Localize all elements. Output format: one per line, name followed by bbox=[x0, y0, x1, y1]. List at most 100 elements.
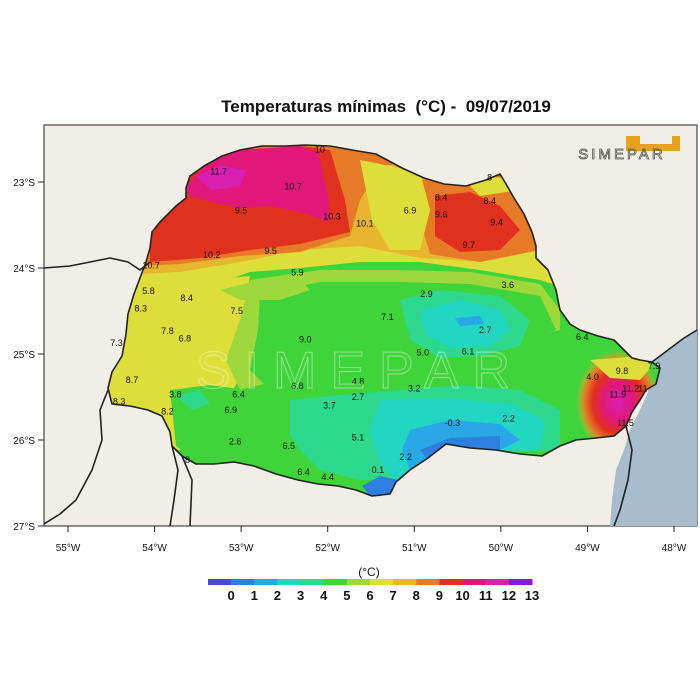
legend-swatch bbox=[370, 579, 394, 585]
legend-label: 13 bbox=[525, 588, 539, 603]
station-value: 2.7 bbox=[352, 392, 365, 402]
y-tick-label: 24°S bbox=[13, 264, 35, 275]
station-value: 2.2 bbox=[502, 414, 515, 424]
station-value: 6.4 bbox=[297, 467, 310, 477]
station-value: 8 bbox=[185, 455, 190, 465]
station-value: 6.9 bbox=[224, 405, 237, 415]
station-value: 5.8 bbox=[142, 286, 155, 296]
legend-label: 6 bbox=[366, 588, 373, 603]
station-value: 2.2 bbox=[399, 452, 412, 462]
legend-swatch bbox=[462, 579, 487, 585]
legend-swatch bbox=[393, 579, 417, 585]
simepar-logo: SIMEPAR bbox=[578, 136, 680, 163]
x-tick-label: 49°W bbox=[575, 543, 600, 554]
legend-label: 9 bbox=[436, 588, 443, 603]
station-value: 11.5 bbox=[617, 418, 634, 428]
legend-label: 0 bbox=[228, 588, 235, 603]
station-value: 4.4 bbox=[321, 472, 334, 482]
station-value: 6.5 bbox=[282, 441, 295, 451]
legend-label: 5 bbox=[343, 588, 350, 603]
y-tick-label: 23°S bbox=[13, 178, 35, 189]
station-value: 9.0 bbox=[299, 334, 312, 344]
station-value: 9.5 bbox=[235, 205, 248, 215]
x-tick-label: 50°W bbox=[489, 543, 514, 554]
station-value: 9.5 bbox=[264, 246, 277, 256]
station-value: 7.9 bbox=[648, 361, 661, 371]
watermark: SIMEPAR bbox=[196, 342, 524, 400]
y-tick-label: 26°S bbox=[13, 436, 35, 447]
station-value: 8.3 bbox=[113, 396, 126, 406]
legend-label: 4 bbox=[320, 588, 328, 603]
station-value: 4.8 bbox=[352, 377, 365, 387]
station-value: 8.7 bbox=[126, 375, 139, 385]
station-value: 11.7 bbox=[210, 167, 227, 177]
ocean-area bbox=[610, 330, 697, 526]
station-value: 7.8 bbox=[161, 326, 174, 336]
station-value: 10 bbox=[315, 144, 325, 154]
station-value: 10.7 bbox=[142, 260, 160, 270]
station-value: 8.2 bbox=[161, 407, 174, 417]
x-axis: 55°W 54°W 53°W 52°W 51°W 50°W 49°W 48°W bbox=[56, 526, 687, 554]
legend-label: 3 bbox=[297, 588, 304, 603]
station-value: 7.3 bbox=[110, 338, 123, 348]
station-value: 6.1 bbox=[462, 346, 475, 356]
color-legend: 0 1 2 3 4 5 6 7 8 9 10 11 12 13 bbox=[208, 579, 539, 603]
legend-swatch bbox=[323, 579, 348, 585]
legend-swatch bbox=[277, 579, 302, 585]
station-value: -0.3 bbox=[445, 418, 461, 428]
station-values: 11.7 10.7 10 9.5 10.3 10.1 6.9 8.4 8.4 8 9.6 9.4 9.7… bbox=[110, 144, 660, 482]
station-value: 10.3 bbox=[323, 211, 341, 221]
station-value: 5.1 bbox=[352, 432, 365, 442]
station-value: 9.7 bbox=[463, 240, 476, 250]
station-value: 3.2 bbox=[408, 383, 421, 393]
legend-label: 11 bbox=[479, 588, 493, 603]
state-borders bbox=[44, 144, 697, 526]
legend-swatch bbox=[208, 579, 232, 585]
station-value: 5.9 bbox=[291, 267, 304, 277]
x-tick-label: 53°W bbox=[229, 543, 254, 554]
station-value: 2.6 bbox=[229, 437, 242, 447]
station-value: 8.4 bbox=[180, 293, 193, 303]
station-value: 3.8 bbox=[169, 389, 182, 399]
logo-text: SIMEPAR bbox=[578, 146, 665, 163]
y-tick-label: 25°S bbox=[13, 350, 35, 361]
station-value: 8.4 bbox=[483, 196, 496, 206]
station-value: 6.8 bbox=[291, 381, 304, 391]
logo-accent-shape bbox=[626, 136, 680, 151]
station-value: 6.4 bbox=[576, 332, 589, 342]
station-value: 2.7 bbox=[479, 325, 492, 335]
station-value: 8.3 bbox=[134, 303, 147, 313]
station-value: 11 bbox=[638, 383, 647, 393]
legend-label: 10 bbox=[455, 588, 469, 603]
station-value: 2.9 bbox=[420, 289, 433, 299]
legend-unit: (°C) bbox=[358, 565, 379, 579]
station-value: 0.1 bbox=[372, 465, 385, 475]
y-tick-label: 27°S bbox=[13, 522, 35, 533]
x-tick-label: 51°W bbox=[402, 543, 427, 554]
x-tick-label: 48°W bbox=[662, 543, 687, 554]
legend-swatch bbox=[485, 579, 510, 585]
x-tick-label: 54°W bbox=[142, 543, 167, 554]
station-value: 8 bbox=[487, 173, 492, 183]
map-title: Temperaturas mínimas (°C) - 09/07/2019 bbox=[221, 97, 551, 116]
station-value: 7.5 bbox=[231, 306, 244, 316]
station-value: 5.0 bbox=[417, 347, 430, 357]
station-value: 9.6 bbox=[435, 210, 448, 220]
legend-swatch bbox=[346, 579, 371, 585]
station-value: 10.1 bbox=[356, 218, 374, 228]
legend-swatch bbox=[508, 579, 533, 585]
legend-label: 1 bbox=[251, 588, 258, 603]
legend-swatch bbox=[416, 579, 440, 585]
station-value: 6.8 bbox=[179, 334, 192, 344]
station-value: 6.4 bbox=[232, 389, 245, 399]
station-value: 4.0 bbox=[586, 372, 599, 382]
station-value: 3.6 bbox=[502, 280, 515, 290]
station-value: 9.4 bbox=[490, 217, 503, 227]
y-axis: 23°S 24°S 25°S 26°S 27°S bbox=[13, 178, 44, 533]
station-value: 7.1 bbox=[381, 312, 394, 322]
legend-label: 8 bbox=[413, 588, 420, 603]
legend-swatch bbox=[439, 579, 464, 585]
station-value: 11.9 bbox=[609, 389, 626, 399]
station-value: 11.2 bbox=[622, 383, 639, 393]
